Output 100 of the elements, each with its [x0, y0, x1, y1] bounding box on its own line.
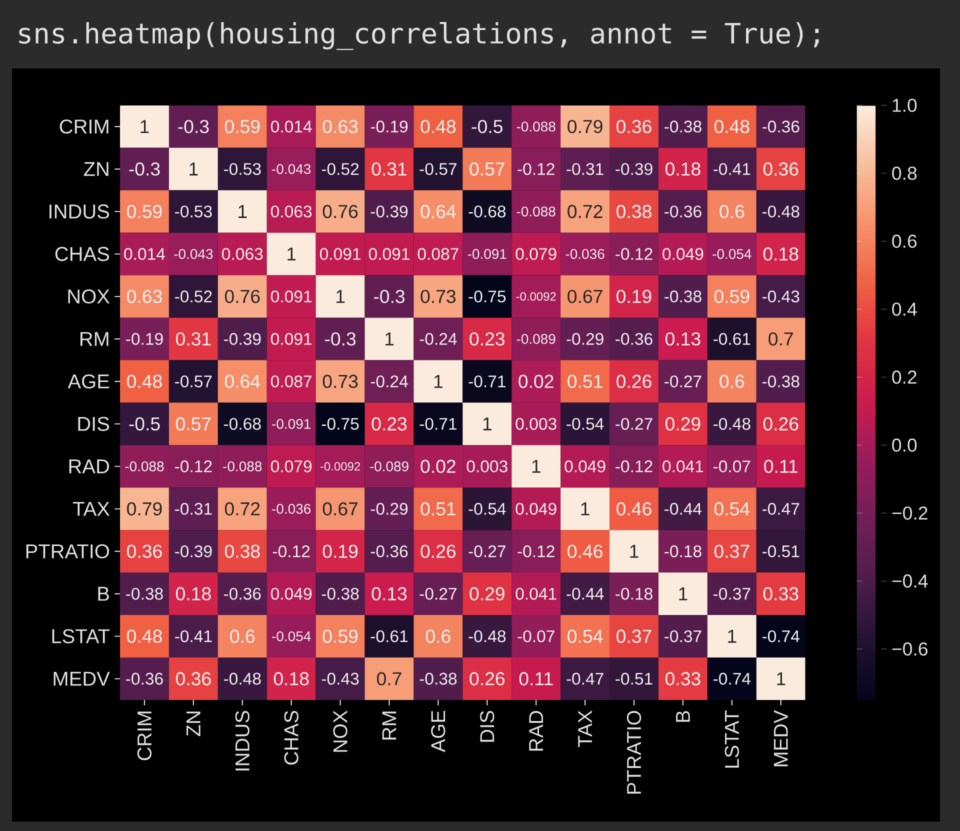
data-label: -0.5: [129, 417, 160, 431]
data-label: -0.29: [370, 502, 408, 515]
data-label: -0.51: [616, 672, 652, 685]
data-label: -0.07: [714, 460, 750, 472]
data-label: 0.63: [127, 290, 162, 304]
data-label: 0.049: [662, 248, 704, 260]
color-bar-label: 0.2: [892, 370, 916, 384]
data-label: -0.3: [325, 332, 356, 346]
data-label: -0.36: [126, 672, 163, 685]
y-tick-label: LSTAT: [52, 629, 110, 644]
data-label: 0.51: [420, 502, 456, 516]
data-label: -0.52: [175, 290, 212, 302]
data-label: 0.014: [270, 120, 312, 133]
data-label: -0.68: [224, 418, 261, 430]
data-label: 0.29: [666, 417, 700, 431]
x-tick-label: MEDV: [774, 710, 788, 766]
data-label: -0.36: [224, 588, 261, 600]
data-label: 0.51: [568, 374, 602, 388]
data-label: 0.7: [377, 672, 402, 686]
data-label: -0.043: [174, 249, 213, 259]
data-label: 0.13: [666, 332, 700, 346]
y-tick-label: DIS: [78, 416, 110, 431]
data-label: -0.29: [566, 332, 604, 345]
data-label: 0.46: [616, 502, 652, 516]
color-bar-label: 1.0: [892, 98, 917, 112]
data-label: -0.12: [616, 248, 652, 260]
data-label: 0.59: [127, 204, 162, 218]
data-label: 0.48: [127, 374, 162, 388]
data-label: 0.003: [466, 460, 508, 472]
data-label: -0.24: [420, 332, 457, 345]
data-label: 0.79: [127, 502, 162, 516]
y-tick-label: RAD: [69, 459, 110, 474]
data-label: 0.72: [568, 204, 602, 218]
x-tick-label: NOX: [333, 710, 348, 752]
data-label: -0.36: [762, 120, 800, 133]
data-label: 0.63: [322, 120, 358, 134]
data-label: 1: [190, 162, 198, 176]
color-bar-label: 0.4: [892, 302, 917, 316]
data-label: 0.091: [368, 248, 410, 260]
data-label: -0.71: [420, 418, 456, 430]
data-label: -0.39: [224, 332, 261, 345]
x-tick-label: B: [676, 711, 690, 722]
data-label: 0.64: [420, 204, 456, 218]
data-label: -0.088: [516, 122, 556, 132]
data-label: 1: [777, 672, 786, 686]
color-bar-label: −0.4: [892, 574, 928, 588]
data-label: -0.48: [762, 206, 800, 218]
data-label: 0.6: [426, 630, 450, 643]
data-label: 0.37: [714, 544, 750, 558]
x-tick-label: CRIM: [137, 712, 152, 760]
data-label: 0.079: [516, 248, 556, 260]
data-label: 0.26: [420, 544, 456, 558]
data-label: 0.6: [230, 630, 255, 643]
data-label: -0.054: [272, 631, 311, 642]
data-label: -0.37: [664, 630, 702, 642]
data-label: -0.44: [566, 588, 604, 600]
data-label: -0.0092: [516, 292, 556, 301]
y-tick-label: ZN: [84, 162, 108, 176]
data-label: -0.27: [468, 545, 506, 558]
data-label: -0.18: [664, 545, 702, 558]
data-label: 1: [385, 332, 394, 346]
data-label: 0.041: [516, 588, 556, 600]
data-label: -0.53: [224, 163, 261, 175]
data-label: -0.12: [175, 460, 212, 472]
data-label: 0.57: [470, 162, 504, 176]
data-label: -0.71: [468, 375, 506, 388]
data-label: 0.64: [224, 374, 260, 388]
data-label: -0.24: [370, 375, 408, 388]
data-label: -0.36: [664, 206, 702, 218]
data-label: 0.31: [176, 332, 211, 346]
data-label: 1: [532, 460, 540, 473]
data-label: 0.33: [763, 587, 798, 600]
data-label: -0.39: [370, 206, 408, 218]
data-label: -0.043: [272, 164, 311, 174]
data-label: -0.48: [468, 630, 506, 642]
data-label: 0.48: [420, 120, 456, 134]
data-label: 0.6: [720, 204, 744, 218]
data-label: 0.18: [274, 672, 309, 686]
data-label: 0.6: [720, 374, 744, 388]
data-label: -0.036: [566, 249, 604, 259]
data-label: 0.014: [124, 248, 165, 260]
data-label: -0.38: [126, 588, 163, 600]
data-label: 0.23: [470, 332, 504, 346]
data-label: -0.48: [224, 672, 261, 685]
x-tick-label: INDUS: [235, 710, 250, 770]
data-label: 0.73: [420, 290, 456, 304]
data-label: -0.41: [175, 630, 212, 642]
x-tick-label: LSTAT: [724, 710, 739, 768]
data-label: 0.54: [714, 502, 750, 516]
data-label: 1: [581, 502, 590, 516]
data-label: -0.12: [518, 545, 554, 558]
data-label: -0.51: [762, 545, 800, 558]
data-label: -0.74: [762, 630, 800, 642]
x-tick-label: RAD: [529, 710, 543, 751]
data-label: -0.38: [322, 588, 359, 600]
data-label: 0.36: [176, 672, 211, 686]
data-label: 1: [728, 630, 736, 643]
data-label: 0.7: [768, 332, 793, 346]
data-label: -0.74: [714, 672, 751, 685]
data-label: 0.02: [420, 460, 456, 473]
